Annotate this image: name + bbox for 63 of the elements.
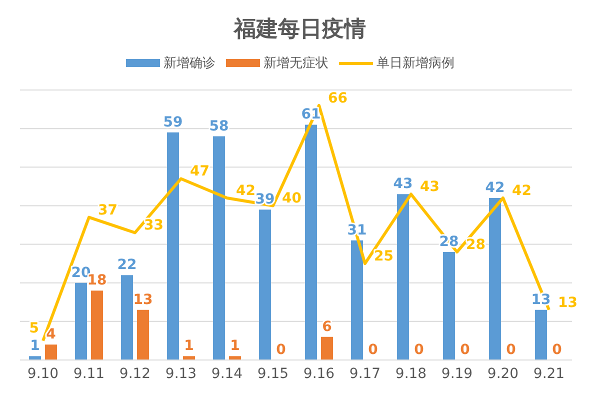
data-label: 43 [420,179,440,196]
bar [305,124,317,360]
data-label: 58 [209,118,229,134]
x-tick-label: 9.19 [441,366,473,382]
data-label: 13 [558,294,578,311]
legend-label: 单日新增病例 [376,55,454,72]
x-tick-label: 9.13 [165,366,197,382]
legend-label: 新增无症状 [262,55,328,72]
bar [397,194,409,360]
data-label: 43 [393,176,413,192]
bar [167,132,179,360]
bar [75,282,87,360]
x-tick-label: 9.17 [349,366,381,382]
data-label: 0 [414,342,424,358]
x-tick-label: 9.12 [119,366,151,382]
x-tick-label: 9.16 [303,366,335,382]
x-tick-label: 9.15 [257,366,289,382]
bar [29,356,41,360]
data-label: 33 [144,218,164,234]
data-label: 22 [117,257,137,274]
data-label: 0 [506,342,516,358]
data-label: 0 [368,342,378,358]
data-label: 28 [466,237,486,253]
bar [121,275,133,360]
data-label: 5 [29,320,39,337]
bar [137,310,149,360]
data-label: 6 [322,318,332,335]
x-tick-label: 9.14 [211,366,243,382]
bar [321,336,333,360]
legend-label: 新增确诊 [162,55,216,72]
data-label: 0 [276,342,286,358]
data-label: 40 [282,190,302,207]
bar [213,136,225,360]
data-label: 66 [328,90,348,106]
bar [489,198,501,360]
bar [183,356,195,360]
x-tick-label: 9.10 [27,366,59,382]
bar [535,310,547,360]
x-tick-label: 9.18 [395,366,427,382]
bar [91,290,103,360]
data-label: 42 [512,183,532,199]
x-tick-label: 9.11 [73,366,105,382]
data-label: 1 [30,338,40,354]
x-tick-label: 9.21 [533,366,565,382]
data-label: 1 [230,338,240,354]
data-label: 4 [46,326,56,343]
data-label: 13 [133,292,153,308]
data-label: 25 [374,248,394,265]
bar [259,210,271,360]
data-label: 47 [190,164,210,180]
data-label: 59 [163,114,183,130]
data-label: 0 [552,342,562,358]
bar [351,240,363,360]
data-label: 0 [460,342,470,358]
bar [229,356,241,360]
data-label: 1 [184,338,194,354]
bar [443,252,455,360]
x-tick-label: 9.20 [487,366,519,382]
data-label: 42 [236,183,256,199]
bar [45,344,57,360]
data-label: 37 [98,202,118,218]
chart-title: 福建每日疫情 [232,16,367,44]
data-label: 42 [485,180,505,196]
